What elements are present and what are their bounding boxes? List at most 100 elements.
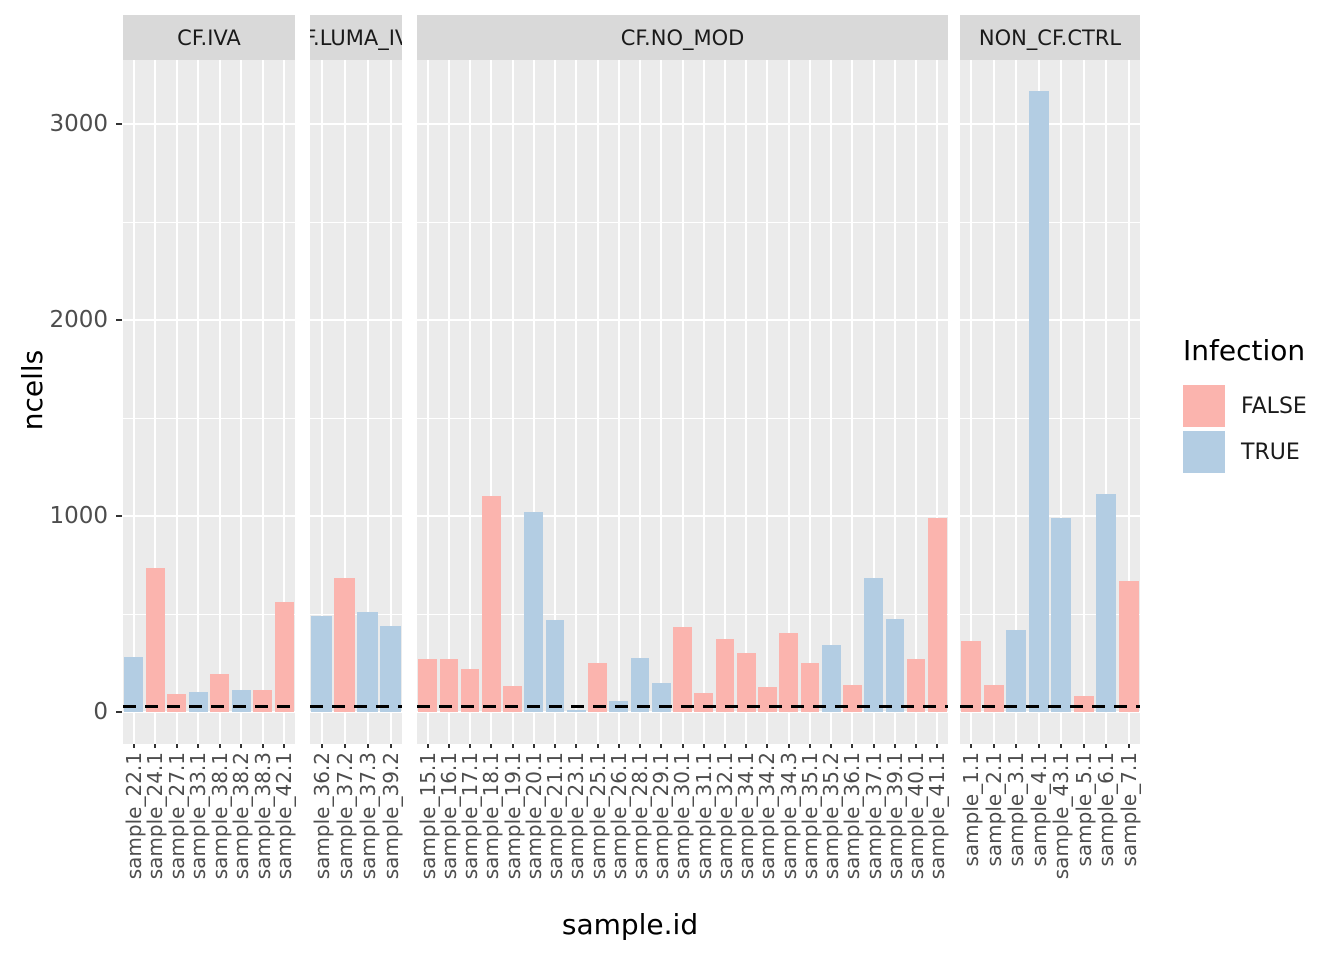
x-tick-label: sample_34.2 xyxy=(755,748,779,948)
facet-strip: NON_CF.CTRL xyxy=(960,15,1140,60)
x-tick-label: sample_7.1 xyxy=(1117,748,1141,948)
x-tick-label: sample_39.1 xyxy=(883,748,907,948)
x-tick-label: sample_39.2 xyxy=(378,748,403,948)
x-tick-mark xyxy=(745,744,748,748)
bar xyxy=(481,496,501,712)
y-tick-label: 0 xyxy=(93,699,108,725)
x-tick-mark xyxy=(490,744,493,748)
major-gridline xyxy=(960,123,1140,125)
x-tick-label: sample_37.2 xyxy=(333,748,357,948)
vertical-gridline xyxy=(197,60,200,744)
bar xyxy=(1028,90,1049,712)
x-tick-label-text: sample_43.1 xyxy=(1049,752,1074,880)
bar xyxy=(566,710,586,712)
x-tick-label: sample_25.1 xyxy=(585,748,610,948)
threshold-line xyxy=(310,705,402,709)
minor-gridline xyxy=(123,222,295,223)
major-gridline xyxy=(123,711,295,713)
x-tick-label: sample_37.1 xyxy=(862,748,886,948)
facet-panel xyxy=(417,60,948,744)
vertical-gridline xyxy=(1105,60,1108,744)
x-tick-mark xyxy=(575,744,578,748)
vertical-gridline xyxy=(343,60,346,744)
vertical-gridline xyxy=(745,60,748,744)
legend-swatch-false xyxy=(1183,385,1225,427)
bar xyxy=(1051,517,1072,712)
vertical-gridline xyxy=(872,60,875,744)
minor-gridline xyxy=(960,418,1140,419)
bar xyxy=(460,668,480,712)
x-tick-label: sample_31.1 xyxy=(692,748,716,948)
x-tick-label-text: sample_37.3 xyxy=(355,752,380,880)
major-gridline xyxy=(123,123,295,125)
x-tick-label-text: sample_2.1 xyxy=(981,752,1006,867)
bar xyxy=(274,602,294,712)
x-tick-mark xyxy=(1015,744,1018,748)
bar xyxy=(928,517,947,712)
x-tick-label: sample_19.1 xyxy=(501,748,525,948)
vertical-gridline xyxy=(766,60,769,744)
x-tick-label: sample_17.1 xyxy=(458,748,482,948)
vertical-gridline xyxy=(554,60,557,744)
x-tick-mark xyxy=(283,744,286,748)
x-tick-label-text: sample_3.1 xyxy=(1004,752,1029,867)
major-gridline xyxy=(310,319,402,321)
x-tick-label: sample_21.1 xyxy=(543,748,567,948)
x-tick-mark xyxy=(639,744,642,748)
vertical-gridline xyxy=(218,60,221,744)
x-tick-label: sample_29.1 xyxy=(649,748,673,948)
bar xyxy=(800,663,820,712)
vertical-gridline xyxy=(447,60,450,744)
x-tick-label: sample_40.1 xyxy=(904,748,928,948)
x-tick-label-text: sample_39.2 xyxy=(378,752,403,880)
x-tick-mark xyxy=(992,744,995,748)
x-tick-label: sample_38.1 xyxy=(208,748,232,948)
x-tick-label: sample_43.1 xyxy=(1049,748,1074,948)
x-tick-label-text: sample_25.1 xyxy=(585,752,610,880)
x-label-area: sample_36.2 sample_37.2 sample_37.3 sample_… xyxy=(310,748,403,948)
x-tick-label-text: sample_5.1 xyxy=(1071,752,1096,867)
legend-title: Infection xyxy=(1183,334,1306,367)
minor-gridline xyxy=(123,614,295,615)
major-gridline xyxy=(960,515,1140,517)
x-tick-mark xyxy=(830,744,833,748)
vertical-gridline xyxy=(596,60,599,744)
vertical-gridline xyxy=(851,60,854,744)
facet-strip: CF.IVA xyxy=(123,15,295,60)
bar xyxy=(357,612,378,712)
x-tick-mark xyxy=(426,744,429,748)
major-gridline xyxy=(123,319,295,321)
vertical-gridline xyxy=(936,60,939,744)
vertical-gridline xyxy=(992,60,995,744)
x-label-area: sample_1.1 sample_2.1 sample_3.1 sample_4.1… xyxy=(959,748,1141,948)
x-tick-mark xyxy=(1127,744,1130,748)
x-tick-label: sample_28.1 xyxy=(628,748,652,948)
facet-panel xyxy=(310,60,402,744)
bar xyxy=(1118,580,1139,712)
x-label-area: sample_22.1 sample_24.1 sample_27.1 sample_… xyxy=(122,748,297,948)
bar xyxy=(334,577,355,712)
x-tick-label-text: sample_6.1 xyxy=(1094,752,1119,867)
vertical-gridline xyxy=(639,60,642,744)
x-tick-label-text: sample_15.1 xyxy=(415,752,440,880)
bar xyxy=(673,626,692,712)
vertical-gridline xyxy=(702,60,705,744)
vertical-gridline xyxy=(154,60,157,744)
minor-gridline xyxy=(960,222,1140,223)
major-gridline xyxy=(310,711,402,713)
x-tick-label: sample_36.1 xyxy=(840,748,865,948)
bar xyxy=(758,686,777,712)
legend-label-false: FALSE xyxy=(1241,393,1307,419)
facet-strip-label: CF.IVA xyxy=(177,25,241,50)
bar xyxy=(906,659,926,712)
facet-strip: CF.LUMA_IVA xyxy=(310,15,402,60)
x-tick-mark xyxy=(218,744,221,748)
x-tick-label-text: sample_36.1 xyxy=(840,752,865,880)
x-tick-label: sample_1.1 xyxy=(959,748,983,948)
bar xyxy=(439,659,459,712)
vertical-gridline xyxy=(261,60,264,744)
bar xyxy=(694,693,714,712)
bar xyxy=(210,673,230,712)
major-gridline xyxy=(123,515,295,517)
